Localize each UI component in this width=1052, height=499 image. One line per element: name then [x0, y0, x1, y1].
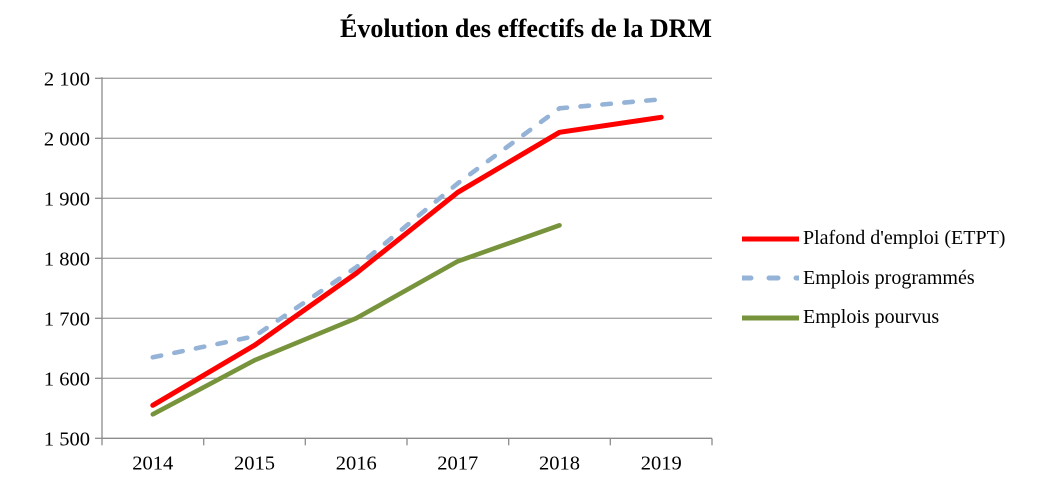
legend-item-emplois-programmes: Emplois programmés — [742, 259, 1005, 299]
y-axis-label-2100: 2 100 — [44, 68, 90, 90]
x-axis-label-2017: 2017 — [437, 452, 478, 474]
x-axis-label-2019: 2019 — [641, 452, 682, 474]
y-axis-label-1500: 1 500 — [44, 428, 90, 450]
x-axis-label-2014: 2014 — [132, 452, 173, 474]
legend-label-emplois-programmes: Emplois programmés — [803, 266, 975, 289]
legend-swatch-plafond-emploi-icon — [742, 236, 799, 242]
y-axis-label-1600: 1 600 — [44, 368, 90, 390]
y-axis-label-2000: 2 000 — [44, 128, 90, 150]
legend-label-plafond-emploi: Plafond d'emploi (ETPT) — [803, 227, 1006, 250]
series-line-2 — [150, 223, 562, 417]
series-line-0 — [150, 114, 664, 408]
legend-item-emplois-pourvus: Emplois pourvus — [742, 298, 1005, 338]
x-axis-label-2018: 2018 — [539, 452, 580, 474]
legend-label-emplois-pourvus: Emplois pourvus — [803, 306, 940, 329]
y-axis-label-1800: 1 800 — [44, 248, 90, 270]
y-axis-label-1900: 1 900 — [44, 188, 90, 210]
legend-swatch-emplois-pourvus-icon — [742, 315, 799, 321]
chart-legend: Plafond d'emploi (ETPT) Emplois programm… — [742, 219, 1005, 338]
series-line-1 — [150, 97, 664, 360]
x-axis-label-2015: 2015 — [234, 452, 275, 474]
y-axis-label-1700: 1 700 — [44, 308, 90, 330]
legend-item-plafond-emploi: Plafond d'emploi (ETPT) — [742, 219, 1005, 259]
legend-swatch-emplois-programmes-icon — [742, 275, 799, 281]
x-axis-label-2016: 2016 — [336, 452, 377, 474]
chart-title: Évolution des effectifs de la DRM — [340, 14, 712, 43]
